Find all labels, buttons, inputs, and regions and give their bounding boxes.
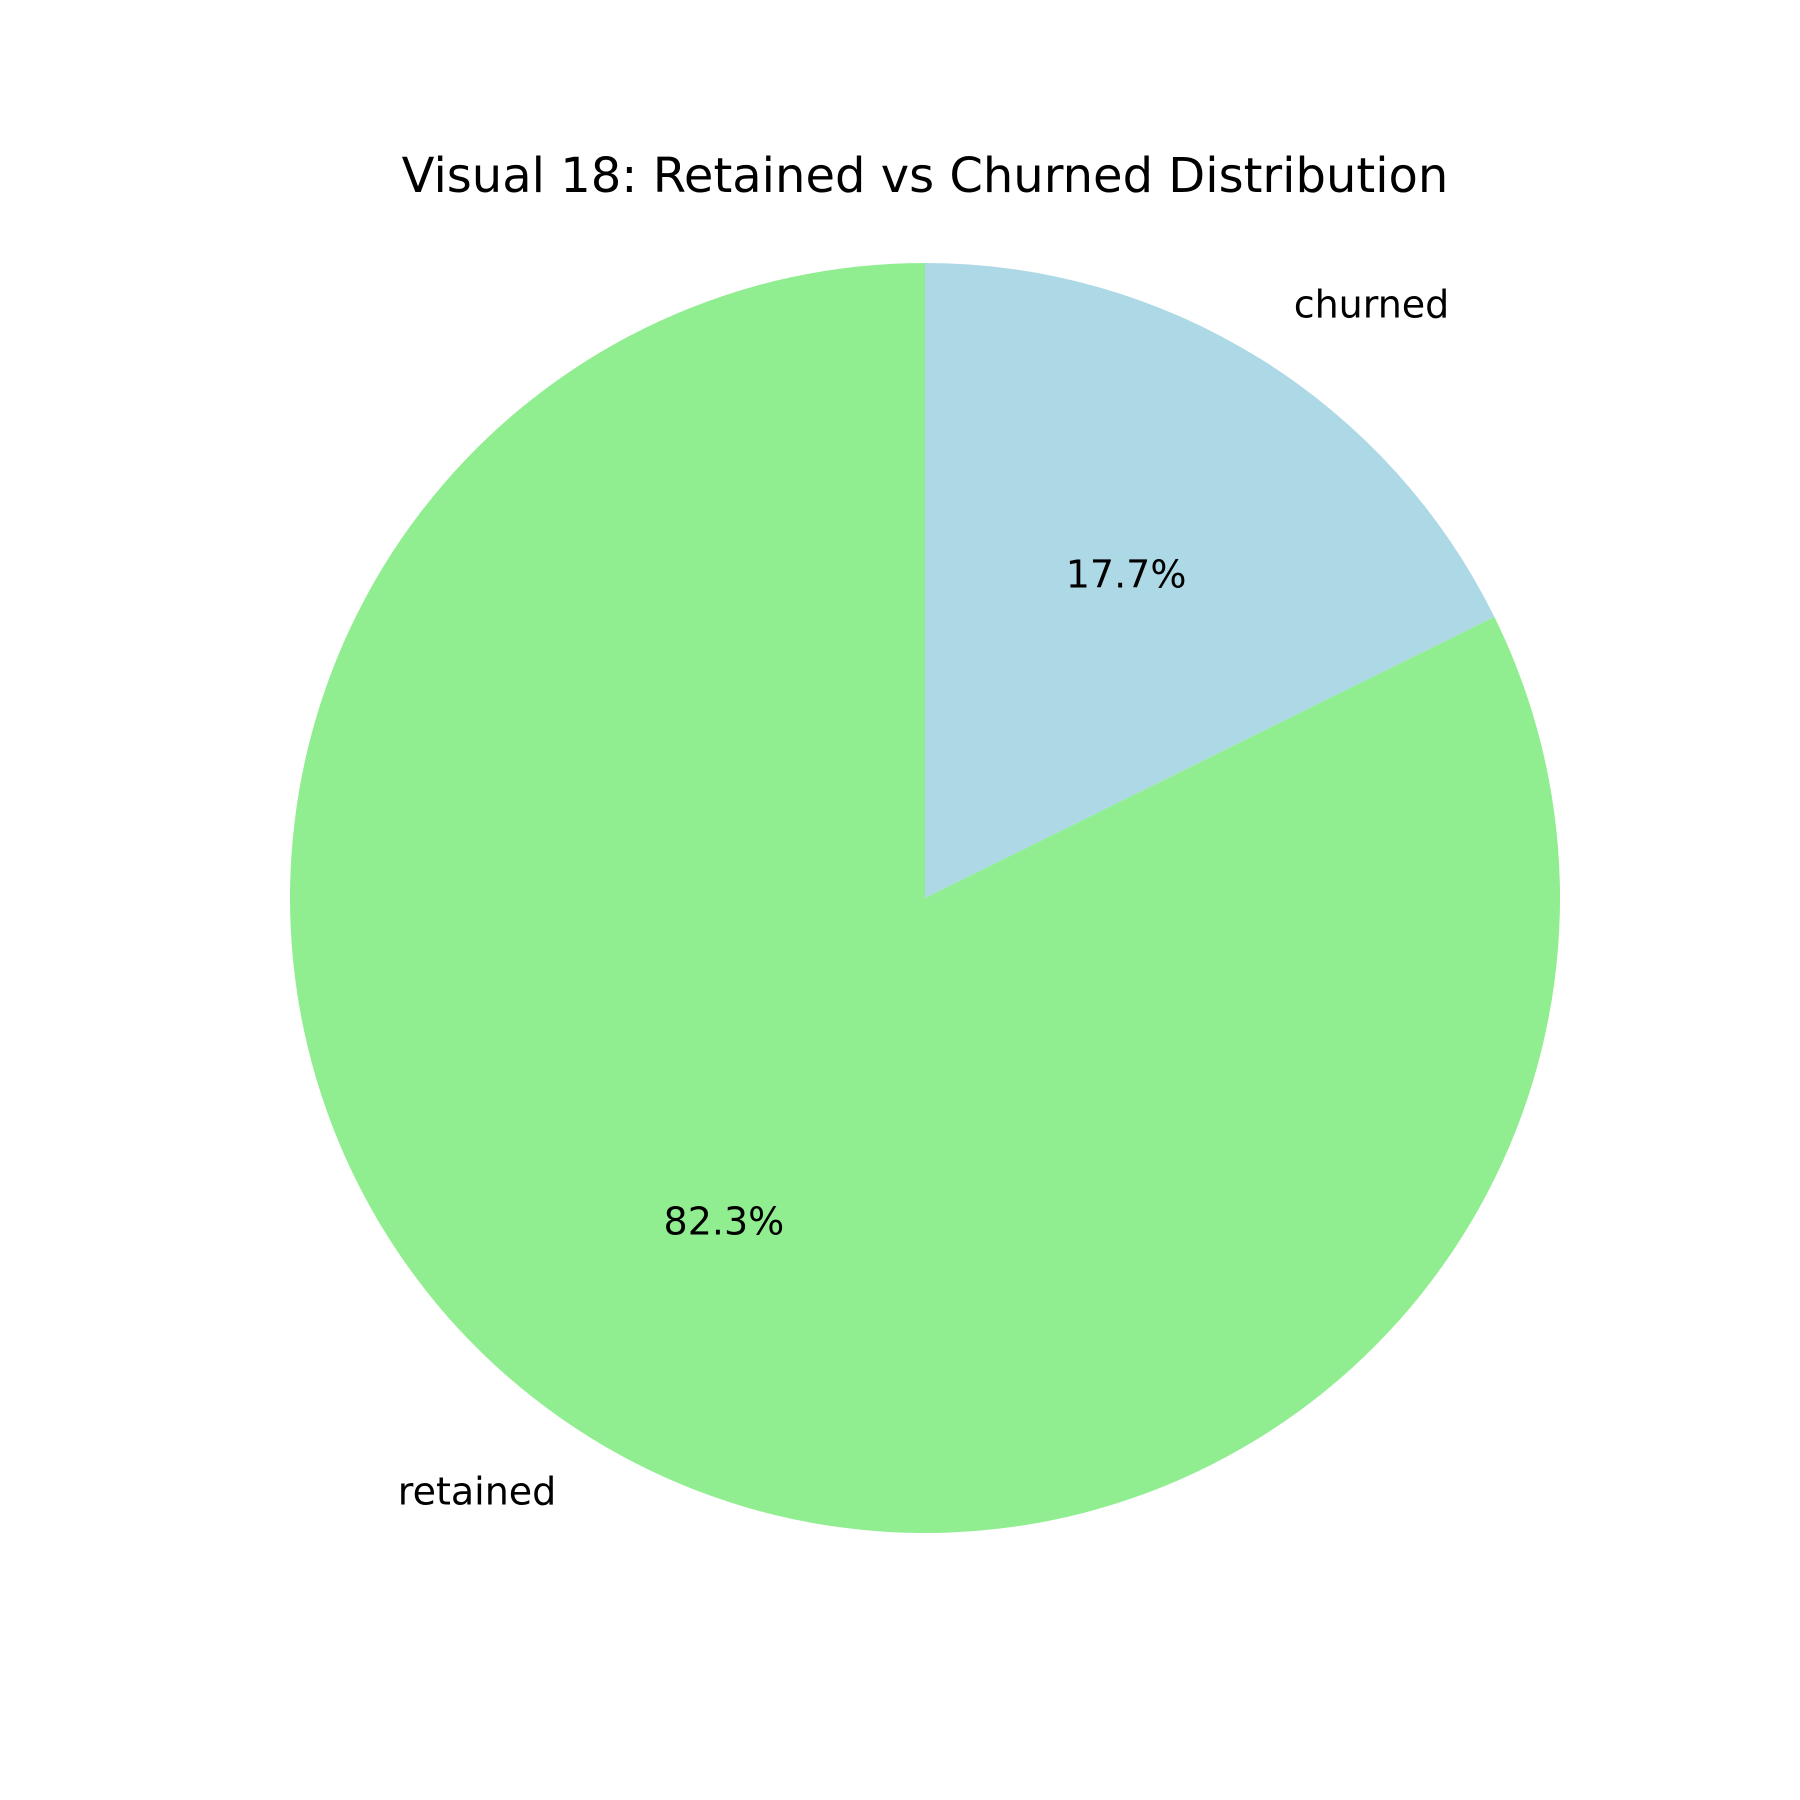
pie-slice-churned xyxy=(925,263,1495,898)
pie-slice-retained xyxy=(290,263,1560,1533)
pie-slices xyxy=(290,263,1560,1533)
pct-label-retained: 82.3% xyxy=(664,1200,785,1244)
pie-labels: 17.7% churned 82.3% retained xyxy=(398,283,1450,1514)
pct-label-churned: 17.7% xyxy=(1066,552,1187,596)
chart-title: Visual 18: Retained vs Churned Distribut… xyxy=(402,148,1449,204)
slice-label-retained: retained xyxy=(398,1469,557,1513)
slice-label-churned: churned xyxy=(1294,283,1450,327)
